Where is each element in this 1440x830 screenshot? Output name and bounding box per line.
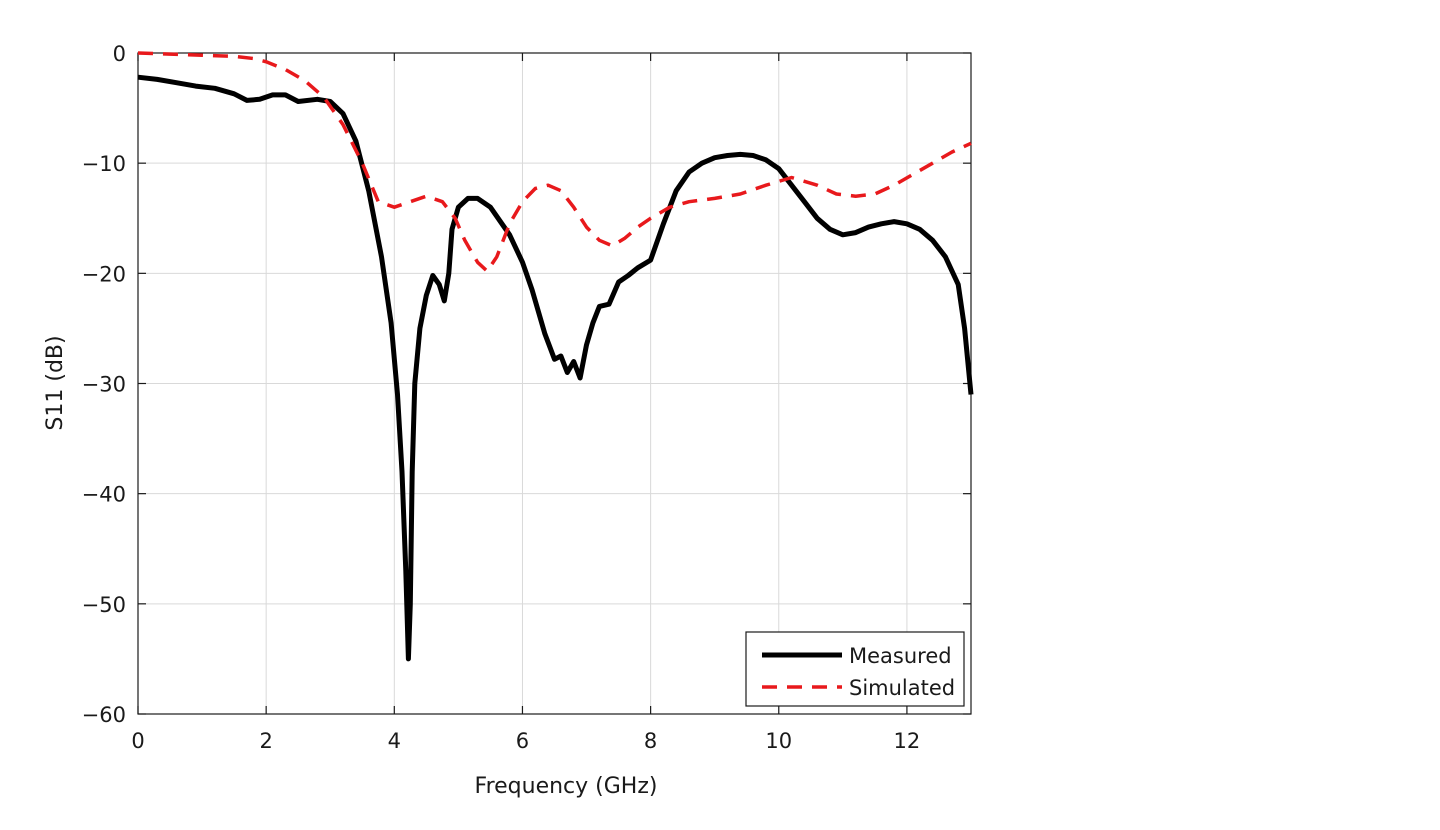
y-tick-label: −30 bbox=[82, 373, 126, 397]
legend-label-simulated: Simulated bbox=[849, 676, 955, 700]
series-lines bbox=[137, 51, 974, 662]
x-tick-label: 6 bbox=[516, 729, 529, 753]
x-tick-label: 0 bbox=[131, 729, 144, 753]
legend-box bbox=[745, 631, 965, 707]
y-tick-label: −50 bbox=[82, 593, 126, 617]
series-line-measured bbox=[137, 74, 974, 662]
grid bbox=[138, 53, 971, 714]
legend: Measured Simulated bbox=[745, 631, 965, 707]
y-tick-label: −60 bbox=[82, 703, 126, 727]
x-tick-label: 4 bbox=[388, 729, 401, 753]
y-axis-label: S11 (dB) bbox=[43, 335, 68, 430]
x-tick-label: 8 bbox=[644, 729, 657, 753]
axis-ticks: 0 2 4 6 8 10 12 0 −10 −20 −30 −40 −50 −60 bbox=[82, 42, 971, 753]
legend-label-measured: Measured bbox=[849, 644, 952, 668]
x-tick-label: 10 bbox=[765, 729, 792, 753]
y-tick-label: −10 bbox=[82, 152, 126, 176]
x-axis-label: Frequency (GHz) bbox=[475, 774, 658, 799]
x-tick-label: 12 bbox=[894, 729, 921, 753]
y-tick-label: −20 bbox=[82, 262, 126, 286]
y-tick-label: −40 bbox=[82, 483, 126, 507]
y-tick-label: 0 bbox=[113, 42, 126, 66]
series-line-simulated bbox=[137, 51, 972, 273]
x-tick-label: 2 bbox=[259, 729, 272, 753]
